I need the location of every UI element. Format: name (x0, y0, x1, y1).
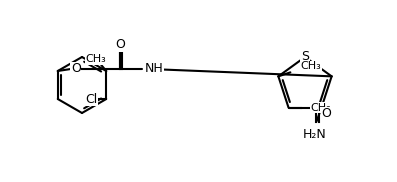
Text: O: O (322, 107, 331, 120)
Text: CH₃: CH₃ (301, 61, 321, 71)
Text: H₂N: H₂N (303, 128, 326, 141)
Text: CH₃: CH₃ (310, 103, 331, 113)
Text: O: O (71, 62, 81, 76)
Text: CH₃: CH₃ (86, 54, 107, 64)
Text: Cl: Cl (85, 92, 97, 106)
Text: NH: NH (145, 62, 164, 76)
Text: S: S (301, 50, 309, 62)
Text: O: O (115, 39, 125, 52)
